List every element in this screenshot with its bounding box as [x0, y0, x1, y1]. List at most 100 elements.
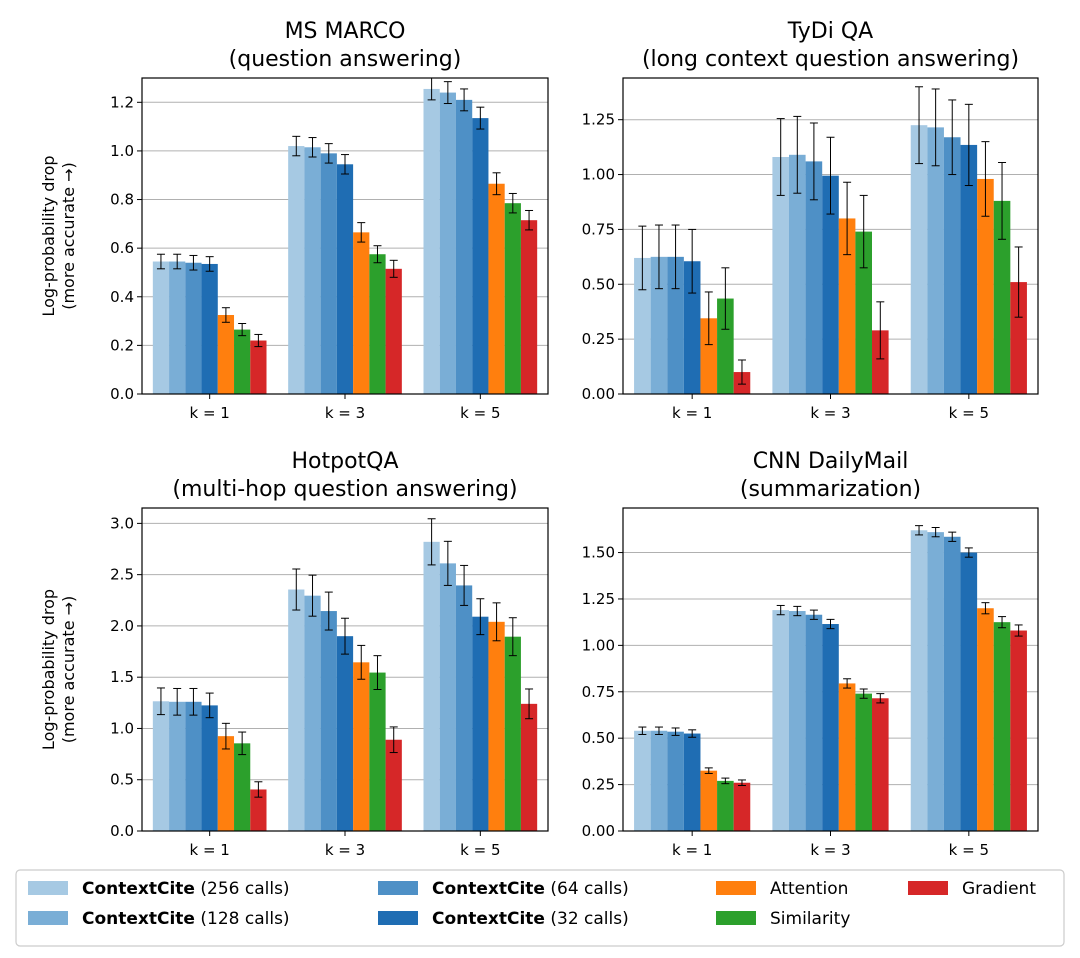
legend-label-bold: ContextCite [82, 879, 195, 899]
bar [250, 340, 267, 394]
bar [717, 298, 734, 394]
y-tick-label: 0.50 [582, 729, 615, 747]
bar [250, 789, 267, 831]
bar [520, 220, 538, 394]
bar [169, 701, 186, 831]
legend-label-text: (256 calls) [195, 879, 290, 899]
bar [805, 161, 823, 394]
chart-panel-1: 0.0 0.2 0.4 0.6 0.8 1.0 1.2 k = 1 k = 3 k = 5 MS M… [39, 19, 549, 422]
y-tick-label: 0.00 [582, 385, 615, 403]
legend-label-bold: ContextCite [432, 909, 545, 929]
bar [439, 92, 456, 394]
y-axis-label-sub: (more accurate →) [59, 596, 78, 744]
x-tick-label: k = 1 [189, 841, 229, 859]
bar [369, 672, 386, 831]
bar [805, 614, 823, 831]
bar [789, 611, 806, 831]
bar [667, 256, 684, 394]
bar [993, 622, 1011, 831]
y-tick-label: 1.00 [582, 166, 615, 184]
chart-subtitle: (question answering) [229, 47, 462, 72]
legend-label-text: (128 calls) [195, 909, 290, 929]
bar [634, 257, 651, 394]
bar [855, 231, 872, 394]
bar [488, 183, 505, 394]
x-tick-label: k = 1 [672, 404, 712, 422]
y-tick-label: 1.00 [582, 636, 615, 654]
bar [369, 254, 386, 394]
x-tick-label: k = 5 [460, 841, 500, 859]
bar [650, 730, 668, 831]
y-tick-label: 1.2 [110, 93, 134, 111]
bar [910, 125, 928, 395]
bar [822, 175, 839, 394]
bar [700, 770, 718, 831]
x-tick-label: k = 5 [949, 841, 989, 859]
chart-subtitle: (summarization) [740, 477, 921, 502]
legend-label-text: (32 calls) [545, 909, 629, 929]
y-tick-label: 0.50 [582, 275, 615, 293]
x-tick-label: k = 3 [325, 404, 365, 422]
legend-swatch [716, 911, 756, 925]
bar [185, 701, 202, 831]
bar [217, 315, 235, 394]
y-axis-label-sub: (more accurate →) [59, 162, 78, 310]
y-tick-label: 0.75 [582, 683, 615, 701]
bar [152, 261, 170, 394]
bar [910, 530, 928, 831]
bar [455, 99, 473, 394]
y-tick-label: 0.25 [582, 330, 615, 348]
legend-swatch [378, 911, 418, 925]
bar [288, 589, 305, 831]
bar [201, 263, 218, 394]
bar [336, 636, 354, 831]
bar [838, 683, 856, 831]
legend-label-text: Similarity [770, 909, 850, 929]
y-tick-label: 1.0 [110, 719, 134, 737]
bar [1010, 282, 1027, 394]
y-tick-label: 1.0 [110, 142, 134, 160]
bar [822, 624, 839, 831]
bar [634, 730, 651, 831]
bar [423, 88, 440, 394]
y-tick-label: 0.00 [582, 822, 615, 840]
chart-panel-4: 0.00 0.25 0.50 0.75 1.00 1.25 1.50 k = 1 k = 3 k … [582, 449, 1039, 859]
x-tick-label: k = 5 [460, 404, 500, 422]
bar [504, 636, 521, 831]
bar [772, 610, 789, 831]
y-tick-label: 2.5 [110, 566, 134, 584]
y-tick-label: 0.4 [110, 288, 134, 306]
x-tick-label: k = 3 [810, 404, 850, 422]
chart-panel-2: 0.00 0.25 0.50 0.75 1.00 1.25 k = 1 k = 3 k = 5 T… [582, 19, 1039, 422]
y-tick-label: 0.6 [110, 239, 134, 257]
legend-label: Gradient [962, 879, 1036, 899]
bar [234, 743, 251, 831]
bar [872, 330, 889, 394]
legend-label-bold: ContextCite [432, 879, 545, 899]
bar [488, 621, 505, 831]
bar [717, 780, 734, 831]
y-tick-label: 0.5 [110, 771, 134, 789]
y-tick-label: 3.0 [110, 514, 134, 532]
x-tick-label: k = 1 [189, 404, 229, 422]
bar [455, 585, 473, 831]
bar [733, 782, 751, 831]
y-tick-label: 0.8 [110, 191, 134, 209]
legend-frame [15, 869, 1065, 947]
legend-label-text: Gradient [962, 879, 1036, 899]
bar [977, 178, 994, 394]
bar [353, 662, 370, 831]
y-tick-label: 1.25 [582, 111, 615, 129]
bar [217, 736, 235, 831]
bar [185, 262, 202, 394]
bar [152, 701, 170, 831]
bar [234, 329, 251, 394]
bar [872, 698, 889, 831]
bar [683, 261, 701, 394]
bar [385, 739, 402, 831]
legend-label: Attention [770, 879, 848, 899]
legend-label: Similarity [770, 909, 850, 929]
chart-panel-3: 0.0 0.5 1.0 1.5 2.0 2.5 3.0 k = 1 k = 3 k = 5 Hotp… [39, 449, 549, 859]
y-tick-label: 0.0 [110, 822, 134, 840]
